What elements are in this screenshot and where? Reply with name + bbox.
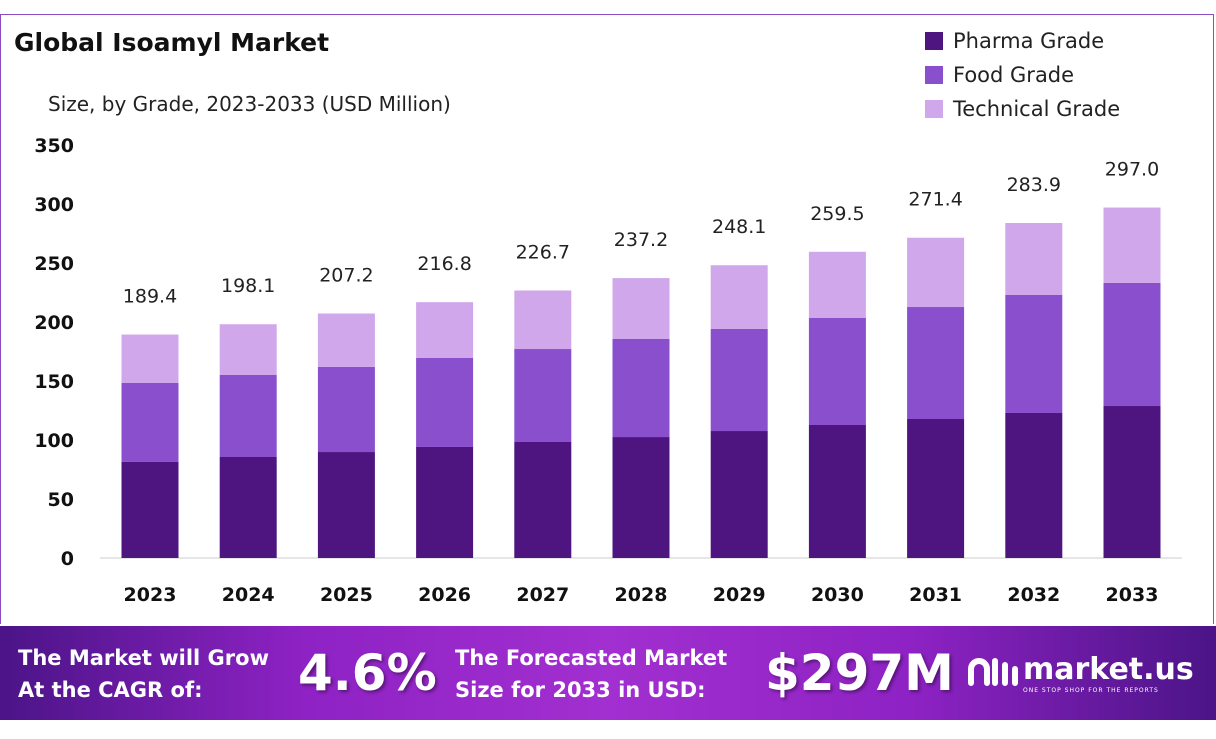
- data-label: 297.0: [1105, 159, 1159, 181]
- bar-segment: [514, 349, 572, 443]
- legend-label: Technical Grade: [953, 97, 1121, 121]
- legend-item: Technical Grade: [925, 92, 1120, 126]
- x-tick-label: 2027: [516, 584, 569, 606]
- footer-banner: The Market will Grow At the CAGR of: 4.6%…: [0, 626, 1216, 720]
- forecast-value: $297M: [765, 644, 954, 702]
- bar-segment: [514, 442, 572, 558]
- bar-segment: [219, 456, 277, 558]
- bar-segment: [416, 302, 474, 358]
- bar-segment: [612, 437, 670, 558]
- bar-chart: 0 50 100 150 200 250 300 350 189.4 2023 198.1 2024 2…: [34, 135, 1182, 606]
- data-label: 248.1: [712, 216, 766, 238]
- y-tick-label: 0: [61, 548, 74, 570]
- bar-segment: [121, 383, 179, 462]
- bar-segment: [612, 338, 670, 438]
- data-label: 271.4: [908, 189, 962, 211]
- x-tick-label: 2033: [1106, 584, 1159, 606]
- bar-segment: [1005, 412, 1063, 558]
- bar-segment: [1103, 406, 1161, 558]
- x-tick-label: 2028: [615, 584, 668, 606]
- bar-segment: [1005, 294, 1063, 413]
- legend-swatch: [925, 32, 943, 50]
- data-label: 216.8: [417, 253, 471, 275]
- legend-item: Pharma Grade: [925, 24, 1120, 58]
- bar-segment: [612, 278, 670, 339]
- market-us-logo: market.us ONE STOP SHOP FOR THE REPORTS: [965, 652, 1194, 694]
- bar-segment: [121, 461, 179, 558]
- legend-label: Food Grade: [953, 63, 1075, 87]
- logo-icon: [968, 658, 1018, 686]
- legend-swatch: [925, 100, 943, 118]
- data-label: 259.5: [810, 203, 864, 225]
- bar-segment: [710, 431, 768, 558]
- x-tick-label: 2024: [222, 584, 275, 606]
- x-tick-label: 2023: [124, 584, 177, 606]
- y-tick-label: 250: [34, 253, 74, 275]
- bar-segment: [416, 446, 474, 558]
- bar-segment: [416, 357, 474, 447]
- bar-segment: [317, 366, 375, 453]
- bar-segment: [317, 313, 375, 367]
- bar-segment: [808, 317, 866, 426]
- chart-title: Global Isoamyl Market: [14, 28, 330, 57]
- cagr-label: The Market will Grow At the CAGR of:: [18, 646, 269, 702]
- legend-item: Food Grade: [925, 58, 1120, 92]
- x-tick-label: 2032: [1007, 584, 1060, 606]
- x-tick-label: 2029: [713, 584, 766, 606]
- chart-subtitle: Size, by Grade, 2023-2033 (USD Million): [48, 92, 451, 116]
- bar-segment: [219, 374, 277, 457]
- data-label: 237.2: [614, 229, 668, 251]
- bar-segment: [1103, 282, 1161, 407]
- bar-segment: [907, 237, 965, 308]
- data-label: 189.4: [123, 286, 177, 308]
- y-tick-label: 150: [34, 371, 74, 393]
- bar-segment: [1103, 207, 1161, 283]
- bar-segment: [710, 265, 768, 329]
- bar-segment: [514, 290, 572, 350]
- chart-frame: [0, 14, 1214, 624]
- x-tick-label: 2031: [909, 584, 962, 606]
- x-tick-label: 2025: [320, 584, 373, 606]
- y-tick-label: 300: [34, 194, 74, 216]
- y-tick-label: 100: [34, 430, 74, 452]
- bar-segment: [808, 425, 866, 558]
- cagr-value: 4.6%: [298, 644, 437, 702]
- y-tick-label: 50: [48, 489, 74, 511]
- forecast-label: The Forecasted Market Size for 2033 in US…: [455, 646, 728, 702]
- data-label: 283.9: [1007, 174, 1061, 196]
- legend-swatch: [925, 66, 943, 84]
- x-tick-label: 2026: [418, 584, 471, 606]
- legend: Pharma Grade Food Grade Technical Grade: [925, 24, 1120, 126]
- bar-segment: [219, 324, 277, 375]
- bar-segment: [1005, 222, 1063, 295]
- data-label: 198.1: [221, 275, 275, 297]
- bar-segment: [121, 334, 179, 384]
- bar-segment: [317, 452, 375, 558]
- bar-segment: [808, 251, 866, 318]
- data-label: 226.7: [516, 241, 570, 263]
- y-tick-label: 200: [34, 312, 74, 334]
- bar-segment: [907, 307, 965, 419]
- data-label: 207.2: [319, 265, 373, 287]
- y-tick-label: 350: [34, 135, 74, 157]
- bar-segment: [907, 418, 965, 558]
- legend-label: Pharma Grade: [953, 29, 1105, 53]
- bar-segment: [710, 328, 768, 432]
- x-tick-label: 2030: [811, 584, 864, 606]
